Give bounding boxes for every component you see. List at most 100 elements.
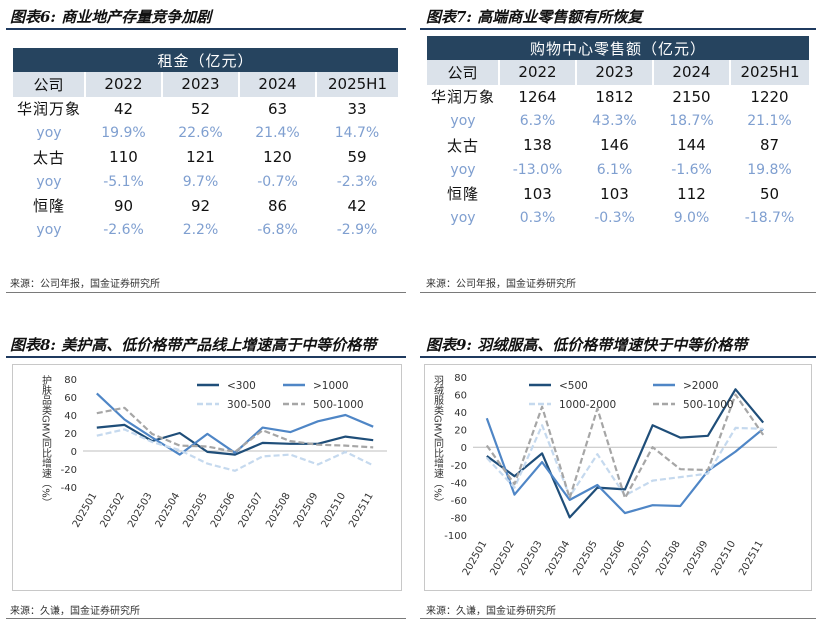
y-tick-label: 60	[454, 391, 467, 402]
value-cell: -13.0%	[512, 161, 563, 178]
value-cell: 1812	[595, 87, 634, 106]
value-cell: 110	[109, 148, 138, 167]
company-row: 太古 110 121 120 59	[13, 145, 398, 169]
series-line-500-1000	[485, 393, 765, 500]
header-cell: 2023	[162, 72, 240, 97]
rent-table: 租金（亿元） 公司 2022 2023 2024 2025H1 华润万象 42 52…	[13, 48, 398, 242]
panel8-title-rule	[6, 356, 406, 358]
x-tick-label: 202510	[320, 491, 349, 530]
value-cell: 22.6%	[178, 125, 223, 142]
x-tick-label: 202506	[209, 491, 238, 530]
yoy-row: yoy -13.0% 6.1% -1.6% 19.8%	[427, 157, 809, 181]
y-tick-label: 0	[71, 447, 77, 458]
value-cell: 2.2%	[182, 222, 219, 239]
value-cell: 21.4%	[255, 125, 300, 142]
header-cell: 2025H1	[730, 60, 809, 85]
y-axis-title: 护肤品类GMV同比增速（%）	[40, 374, 52, 508]
legend-label: 500-1000	[683, 399, 734, 411]
company-name: 恒隆	[446, 185, 479, 204]
yoy-row: yoy 0.3% -0.3% 9.0% -18.7%	[427, 206, 809, 230]
header-cell: 公司	[427, 60, 500, 85]
y-tick-label: -20	[451, 461, 467, 472]
value-cell: 6.1%	[596, 161, 633, 178]
header-cell: 2025H1	[316, 72, 398, 97]
header-cell: 公司	[13, 72, 86, 97]
y-tick-label: -40	[451, 478, 467, 489]
series-line-1000-2000	[485, 424, 764, 498]
value-cell: 103	[523, 184, 552, 203]
y-tick-label: -80	[451, 513, 467, 524]
header-cell: 2022	[499, 60, 577, 85]
company-name: 太古	[446, 136, 479, 155]
value-cell: -2.3%	[336, 173, 378, 190]
value-cell: -2.9%	[336, 222, 378, 239]
yoy-label: yoy	[36, 125, 62, 142]
value-cell: 121	[186, 148, 215, 167]
retail-sales-table: 购物中心零售额（亿元） 公司 2022 2023 2024 2025H1 华润万…	[427, 36, 809, 230]
yoy-label: yoy	[36, 173, 62, 190]
y-tick-label: 80	[64, 375, 77, 386]
x-tick-label: 202505	[181, 491, 210, 530]
yoy-label: yoy	[450, 210, 476, 227]
value-cell: 42	[113, 99, 134, 118]
value-cell: 92	[190, 196, 211, 215]
value-cell: 19.9%	[101, 125, 146, 142]
company-row: 恒隆 90 92 86 42	[13, 194, 398, 218]
x-tick-label: 202504	[154, 491, 183, 530]
value-cell: 0.3%	[519, 210, 556, 227]
value-cell: 144	[677, 136, 706, 155]
y-tick-label: 0	[461, 443, 467, 454]
panel9-source-rule	[420, 618, 816, 619]
y-tick-label: -40	[61, 483, 77, 494]
value-cell: 90	[113, 196, 134, 215]
y-tick-label: 20	[64, 429, 77, 440]
y-tick-label: -60	[451, 496, 467, 507]
panel9-title-rule	[420, 356, 816, 358]
company-row: 太古 138 146 144 87	[427, 133, 809, 157]
value-cell: -0.3%	[594, 210, 635, 227]
x-tick-label: 202508	[264, 491, 293, 530]
x-tick-label: 202506	[599, 539, 628, 578]
value-cell: 18.7%	[669, 113, 714, 130]
legend-label: <500	[559, 380, 588, 392]
yoy-row: yoy -5.1% 9.7% -0.7% -2.3%	[13, 169, 398, 193]
panel8-source: 来源：久谦，国金证券研究所	[10, 606, 140, 617]
value-cell: 63	[267, 99, 288, 118]
yoy-label: yoy	[36, 222, 62, 239]
legend-label: 300-500	[227, 399, 271, 411]
series-line->1000	[96, 392, 374, 456]
y-tick-label: 60	[64, 393, 77, 404]
series-line-300-500	[96, 428, 374, 472]
company-row: 华润万象 1264 1812 2150 1220	[427, 85, 809, 109]
down-jacket-chart-frame: -100 -80 -60 -40 -20 0 20 40 60 80 202501 202502 202…	[424, 364, 812, 591]
header-cell: 2024	[239, 72, 317, 97]
x-tick-label: 202504	[544, 539, 573, 578]
panel7-title: 图表7: 高端商业零售额有所恢复	[426, 8, 643, 26]
value-cell: 1264	[518, 87, 557, 106]
value-cell: 59	[347, 148, 367, 167]
value-cell: 138	[523, 136, 552, 155]
header-cell: 2023	[576, 60, 654, 85]
x-tick-label: 202510	[710, 539, 739, 578]
panel7-title-rule	[420, 28, 816, 30]
value-cell: 50	[759, 184, 780, 203]
x-tick-label: 202511	[347, 491, 376, 530]
legend-label: 1000-2000	[559, 399, 616, 411]
panel6-source: 来源：公司年报，国金证券研究所	[10, 279, 160, 290]
value-cell: 14.7%	[334, 125, 380, 142]
y-tick-label: 40	[64, 411, 77, 422]
x-tick-label: 202508	[654, 539, 683, 578]
value-cell: -0.7%	[257, 173, 298, 190]
value-cell: 112	[677, 184, 706, 203]
company-name: 华润万象	[16, 100, 81, 119]
yoy-row: yoy 19.9% 22.6% 21.4% 14.7%	[13, 121, 398, 145]
retail-table-header-row: 公司 2022 2023 2024 2025H1	[427, 60, 809, 85]
value-cell: 120	[263, 148, 292, 167]
x-tick-label: 202503	[126, 491, 155, 530]
value-cell: 87	[759, 136, 780, 155]
value-cell: 19.8%	[747, 161, 792, 178]
value-cell: 43.3%	[592, 113, 637, 130]
panel9-title: 图表9: 羽绒服高、低价格带增速快于中等价格带	[426, 336, 748, 354]
legend-label: >2000	[683, 380, 719, 392]
